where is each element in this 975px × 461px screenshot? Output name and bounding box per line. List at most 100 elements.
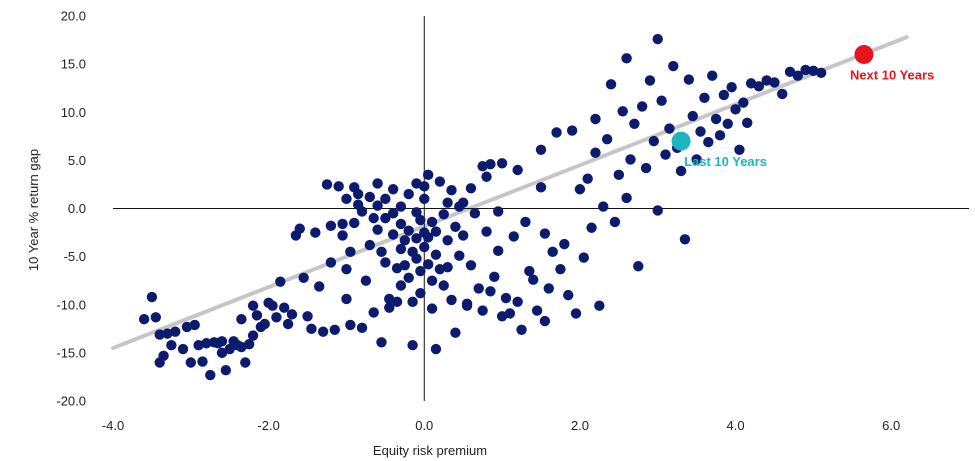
data-point [333,181,344,192]
data-point [531,305,543,316]
data-point [636,101,648,112]
data-point [286,309,298,320]
data-point [481,226,492,237]
data-point [395,243,407,255]
data-point [734,144,745,155]
data-point [321,179,333,190]
data-point [247,300,259,311]
data-point [419,193,430,205]
data-point [422,232,434,243]
data-point [442,262,453,273]
data-point [656,95,667,106]
data-point [224,343,235,355]
y-tick-label: 10.0 [61,105,86,120]
data-point [434,263,446,275]
data-point [317,326,329,337]
data-point [500,292,512,304]
data-point [298,272,309,283]
x-tick-label: 6.0 [882,418,900,433]
data-point [267,300,278,311]
highlight-label-next-10-years: Next 10 Years [850,68,934,83]
highlight-point-next-10-years [854,45,874,64]
data-point [360,275,372,286]
data-point [621,53,632,64]
data-point [691,154,702,165]
data-point [426,216,438,228]
data-point [652,33,663,45]
data-point [364,191,375,203]
data-point [446,185,457,196]
data-point [582,173,593,184]
data-point [345,319,356,331]
data-point [387,208,399,219]
data-point [640,162,652,174]
data-point [629,118,640,129]
data-point [368,212,379,224]
data-point [372,200,383,211]
data-point [524,265,535,277]
data-point [730,104,741,115]
data-point [792,70,803,81]
data-point [341,293,352,305]
data-point [652,205,663,216]
data-point [679,234,691,245]
data-point [411,253,422,264]
data-point [395,218,407,230]
data-point [481,171,492,182]
data-point [329,324,340,335]
data-point [535,182,547,193]
data-point [753,81,765,92]
data-point [605,79,617,90]
data-point [399,260,411,271]
data-point [325,257,337,268]
data-point [310,227,321,238]
data-point [617,106,628,117]
data-point [251,310,263,321]
data-point [454,250,465,261]
data-point [465,183,477,194]
data-point [485,286,496,297]
data-point [177,343,189,355]
data-point [372,224,383,235]
data-point [574,184,586,195]
data-point [356,206,368,217]
data-point [146,291,158,303]
x-tick-label: 4.0 [727,418,745,433]
data-point [368,307,379,318]
data-point [465,260,477,271]
data-point [539,228,551,239]
data-point [535,144,547,155]
data-point [407,296,418,308]
data-point [302,311,313,322]
data-point [493,245,504,257]
data-point [341,193,352,205]
data-point [601,134,613,145]
data-point [243,339,255,350]
data-point [247,330,259,341]
data-point [380,257,391,268]
data-point [621,192,632,204]
data-point [422,169,434,181]
data-point [158,350,169,361]
data-point [699,92,710,104]
data-point [216,347,228,359]
y-tick-label: -10.0 [56,297,86,312]
y-tick-label: 5.0 [68,153,86,168]
y-tick-label: -15.0 [56,345,86,360]
data-point [520,216,531,228]
data-point [349,217,360,229]
data-point [485,159,496,170]
y-tick-label: -5.0 [64,249,86,264]
data-point [170,326,181,337]
data-point [707,70,718,81]
data-point [543,283,554,294]
data-point [419,241,430,253]
data-point [664,123,675,134]
data-point [687,110,698,122]
data-point [609,216,621,228]
data-point [356,322,368,334]
highlight-label-last-10-years: Last 10 Years [684,154,767,169]
data-point [438,280,449,291]
data-point [668,60,679,72]
data-point [181,321,193,333]
